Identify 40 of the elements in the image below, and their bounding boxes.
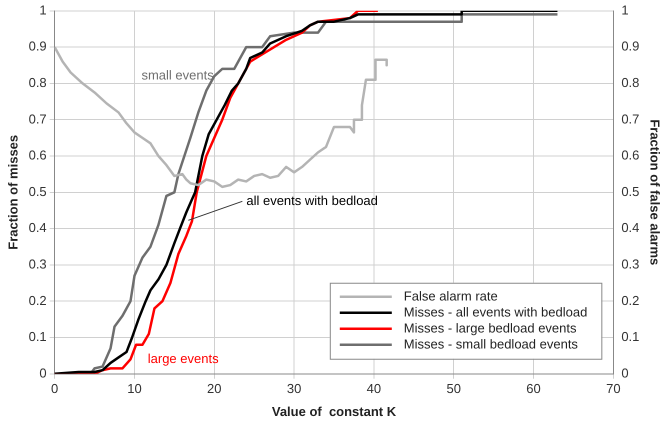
x-tick-label: 70 (606, 381, 621, 396)
legend-label: Misses - large bedload events (404, 320, 577, 336)
x-tick-label: 0 (51, 381, 58, 396)
y-tick-label: 0.2 (28, 292, 47, 308)
y-tick-label: 0.3 (28, 256, 47, 272)
annotation: large events (148, 350, 220, 366)
y2-tick-label: 0.6 (621, 148, 640, 163)
y2-tick-label: 0.4 (621, 220, 640, 236)
annotation: all events with bedload (246, 192, 378, 208)
y-tick-label: 0.7 (28, 111, 47, 126)
y-tick-label: 0 (39, 365, 47, 380)
y2-tick-label: 0.2 (621, 292, 640, 308)
x-tick-label: 60 (526, 381, 541, 396)
x-tick-label: 40 (366, 381, 382, 396)
legend-label: False alarm rate (404, 288, 498, 304)
x-tick-label: 50 (446, 381, 461, 396)
y2-tick-label: 0.1 (621, 329, 640, 344)
y-tick-label: 0.1 (28, 329, 47, 344)
y-tick-label: 0.6 (28, 148, 47, 163)
x-tick-label: 20 (207, 381, 222, 396)
y2-axis-title: Fraction of false alarms (648, 119, 663, 266)
y2-tick-label: 0.8 (621, 74, 640, 90)
y2-tick-label: 1 (621, 2, 629, 18)
x-tick-label: 10 (127, 381, 142, 396)
y-axis-title: Fraction of misses (5, 134, 20, 250)
legend-label: Misses - small bedload events (404, 336, 578, 352)
y-tick-label: 0.4 (28, 220, 47, 236)
y2-tick-label: 0.5 (621, 184, 640, 199)
y2-tick-label: 0.9 (621, 38, 640, 54)
y-tick-label: 0.5 (28, 184, 47, 199)
x-axis-title: Value of constant K (272, 404, 397, 419)
y2-tick-label: 0.3 (621, 256, 640, 272)
y2-tick-label: 0 (621, 365, 629, 380)
annotation: small events (141, 68, 214, 83)
y-tick-label: 0.9 (28, 38, 47, 54)
legend-label: Misses - all events with bedload (404, 304, 588, 320)
y2-tick-label: 0.7 (621, 111, 640, 126)
y-tick-label: 1 (39, 2, 47, 18)
y-tick-label: 0.8 (28, 74, 47, 90)
x-tick-label: 30 (286, 381, 302, 396)
